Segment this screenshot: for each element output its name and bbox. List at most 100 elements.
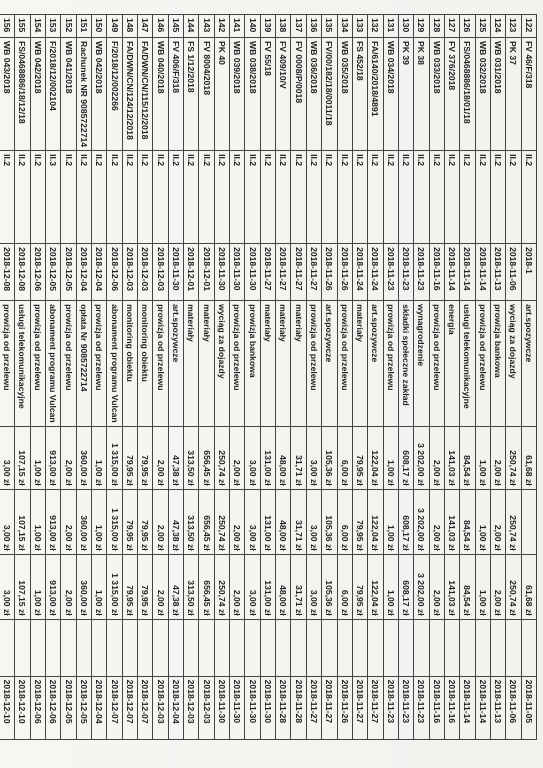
payment-date-cell: 2018-11-23 xyxy=(413,676,430,740)
amount-cell: 3 202,00 zł xyxy=(413,426,430,490)
paid-amount-cell: 250,74 zł xyxy=(505,489,522,555)
description-cell: monitoring obiektu xyxy=(137,300,153,427)
table-row: 135 FV/00/182/18/0011/18 II.2 2018-11-26 art… xyxy=(321,14,338,740)
extra-date-cell xyxy=(321,619,338,677)
description-cell: materiały xyxy=(291,300,307,427)
document-date-cell: 2018-11-26 xyxy=(321,243,338,301)
document-number-cell: FS/0468886/18/12/18 xyxy=(14,37,31,151)
description-cell: prowizja od przelewu xyxy=(152,300,169,427)
payment-date-cell: 2018-11-30 xyxy=(244,676,261,740)
extra-date-cell xyxy=(521,619,537,677)
table-row: 149 F/2018/12/002266 II.2 2018-12-06 aboname… xyxy=(106,14,123,740)
amount-cell: 84,54 zł xyxy=(459,426,476,490)
booked-amount-cell: 656,45 zł xyxy=(198,554,215,620)
row-number-cell: 141 xyxy=(229,14,245,38)
booked-amount-cell: 105,36 zł xyxy=(321,554,338,620)
payment-date-cell: 2018-11-27 xyxy=(352,676,368,740)
category-code-cell: II.2 xyxy=(367,150,384,244)
booked-amount-cell: 3,00 zł xyxy=(306,554,322,620)
document-date-cell: 2018-12-01 xyxy=(198,243,215,301)
ledger-table: 122 FV 46/F/318 II.2 2018-1 art.spozywcze 61,… xyxy=(0,14,537,740)
document-date-cell: 2018-1 xyxy=(521,243,537,301)
category-code-cell: II.2 xyxy=(30,150,46,244)
paid-amount-cell: 79,95 zł xyxy=(122,489,138,555)
booked-amount-cell: 913,00 zł xyxy=(45,554,61,620)
paid-amount-cell: 47,38 zł xyxy=(168,489,184,555)
payment-date-cell: 2018-12-03 xyxy=(152,676,169,740)
amount-cell: 47,38 zł xyxy=(168,426,184,490)
paid-amount-cell: 3 202,00 zł xyxy=(413,489,430,555)
category-code-cell: II.2 xyxy=(214,150,230,244)
extra-date-cell xyxy=(122,619,138,677)
row-number-cell: 137 xyxy=(291,14,307,38)
row-number-cell: 129 xyxy=(413,14,430,38)
extra-date-cell xyxy=(137,619,153,677)
table-row: 131 WB 034/2018 II.2 2018-11-23 prowizja od … xyxy=(383,14,399,740)
table-row: 129 PK 38 II.2 2018-11-23 wynagrodzenie 3 202… xyxy=(413,14,430,740)
amount-cell: 1 315,00 zł xyxy=(106,426,123,490)
booked-amount-cell: 2,00 zł xyxy=(152,554,169,620)
booked-amount-cell: 141,03 zł xyxy=(444,554,460,620)
table-row: 155 FS/0468886/18/12/18 II.2 2018-12-08 usłu… xyxy=(14,14,31,740)
row-number-cell: 126 xyxy=(459,14,476,38)
document-number-cell: WB 034/2018 xyxy=(383,37,399,151)
row-number-cell: 125 xyxy=(475,14,491,38)
category-code-cell: II.2 xyxy=(352,150,368,244)
description-cell: prowizja od przelewu xyxy=(60,300,77,427)
paid-amount-cell: 360,00 zł xyxy=(76,489,92,555)
table-row: 126 FS/0468886/18/01/18 II.2 2018-11-14 usłu… xyxy=(459,14,476,740)
description-cell: monitoring obiektu xyxy=(122,300,138,427)
extra-date-cell xyxy=(352,619,368,677)
amount-cell: 913,00 zł xyxy=(45,426,61,490)
description-cell: abonament programu Vulcan xyxy=(45,300,61,427)
payment-date-cell: 2018-12-06 xyxy=(45,676,61,740)
document-date-cell: 2018-12-01 xyxy=(183,243,199,301)
paid-amount-cell xyxy=(521,489,537,555)
row-number-cell: 150 xyxy=(91,14,107,38)
paid-amount-cell: 1 315,00 zł xyxy=(106,489,123,555)
paid-amount-cell: 2,00 zł xyxy=(429,489,445,555)
document-date-cell: 2018-11-14 xyxy=(475,243,491,301)
booked-amount-cell: 107,15 zł xyxy=(14,554,31,620)
payment-date-cell: 2018-11-14 xyxy=(459,676,476,740)
document-number-cell: FV 376/2018 xyxy=(444,37,460,151)
table-row: 142 PK 40 II.2 2018-11-30 wyciąg za dojazdy 2… xyxy=(214,14,230,740)
description-cell: prowizja od przelewu xyxy=(475,300,491,427)
document-date-cell: 2018-11-30 xyxy=(214,243,230,301)
description-cell: prowizja bankowa xyxy=(244,300,261,427)
category-code-cell: II.2 xyxy=(521,150,537,244)
table-row: 147 FA/DWN/CN/115/12/2018 II.2 2018-12-03 mo… xyxy=(137,14,153,740)
ledger-body: 122 FV 46/F/318 II.2 2018-1 art.spozywcze 61,… xyxy=(0,14,537,740)
extra-date-cell xyxy=(383,619,399,677)
payment-date-cell: 2018-11-16 xyxy=(429,676,445,740)
document-number-cell: PK 38 xyxy=(413,37,430,151)
extra-date-cell xyxy=(60,619,77,677)
paid-amount-cell: 141,03 zł xyxy=(444,489,460,555)
amount-cell: 2,00 zł xyxy=(490,426,506,490)
extra-date-cell xyxy=(183,619,199,677)
table-row: 125 WB 032/2018 II.2 2018-11-14 prowizja od … xyxy=(475,14,491,740)
description-cell: prowizja od przelewu xyxy=(337,300,353,427)
amount-cell: 79,95 zł xyxy=(122,426,138,490)
row-number-cell: 123 xyxy=(505,14,522,38)
amount-cell: 656,45 zł xyxy=(198,426,215,490)
table-row: 133 FS 452/18 II.2 2018-11-24 materiały 79,95… xyxy=(352,14,368,740)
paid-amount-cell: 3,00 zł xyxy=(0,489,15,555)
payment-date-cell: 2018-11-28 xyxy=(291,676,307,740)
amount-cell: 3,00 zł xyxy=(306,426,322,490)
document-date-cell: 2018-11-13 xyxy=(490,243,506,301)
paid-amount-cell: 3,00 zł xyxy=(306,489,322,555)
table-row: 140 WB 038/2018 II.2 2018-11-30 prowizja ban… xyxy=(244,14,261,740)
table-row: 154 WB 042/2018 II.2 2018-12-06 prowizja od … xyxy=(30,14,46,740)
category-code-cell: II.2 xyxy=(490,150,506,244)
document-date-cell: 2018-11-26 xyxy=(337,243,353,301)
extra-date-cell xyxy=(459,619,476,677)
category-code-cell: II.2 xyxy=(321,150,338,244)
document-number-cell: PK 39 xyxy=(398,37,414,151)
table-row: 144 FS 1/12/2018 II.2 2018-12-01 materiały 31… xyxy=(183,14,199,740)
payment-date-cell: 2018-11-27 xyxy=(306,676,322,740)
booked-amount-cell: 360,00 zł xyxy=(76,554,92,620)
paid-amount-cell: 913,00 zł xyxy=(45,489,61,555)
category-code-cell: II.2 xyxy=(459,150,476,244)
